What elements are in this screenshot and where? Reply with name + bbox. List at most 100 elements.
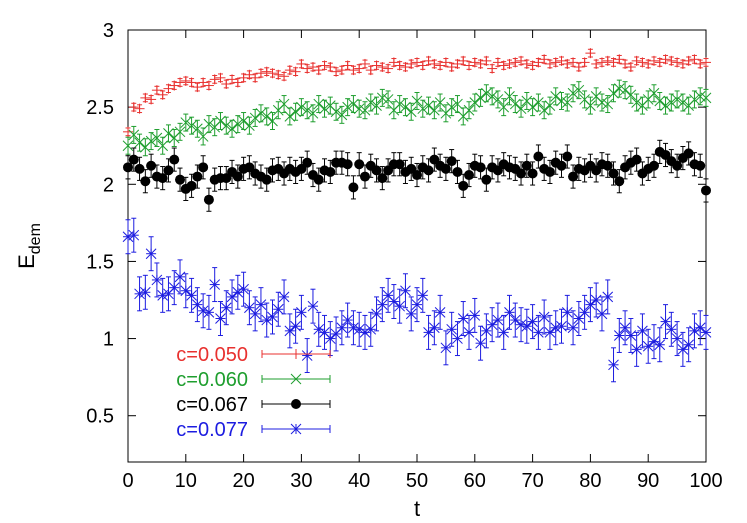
data-point xyxy=(169,154,180,165)
data-point xyxy=(134,137,145,148)
data-point xyxy=(516,55,527,66)
data-point xyxy=(562,151,573,162)
data-point xyxy=(648,55,659,66)
x-tick-label: 30 xyxy=(290,470,312,492)
data-point xyxy=(175,174,186,185)
data-point xyxy=(423,100,434,111)
legend-marker xyxy=(291,349,301,359)
data-point xyxy=(394,60,405,71)
data-point xyxy=(272,303,284,315)
data-point xyxy=(464,60,475,71)
data-point xyxy=(672,57,683,68)
data-point xyxy=(336,65,347,76)
data-point xyxy=(342,159,353,170)
data-point xyxy=(209,279,221,290)
data-point xyxy=(261,111,273,122)
data-point xyxy=(163,165,174,176)
data-point xyxy=(157,173,168,184)
data-point xyxy=(458,180,469,191)
data-point xyxy=(695,160,706,171)
data-point xyxy=(371,60,382,71)
data-point xyxy=(596,308,608,320)
data-point xyxy=(301,104,313,116)
data-point xyxy=(516,168,527,179)
data-point xyxy=(139,286,151,298)
data-point xyxy=(538,311,550,323)
data-point xyxy=(134,163,145,174)
legend: c=0.050 c=0.060 c=0.067 c=0.077 xyxy=(176,344,331,441)
data-point xyxy=(180,117,192,128)
data-point xyxy=(648,160,659,171)
data-point xyxy=(400,101,411,113)
data-point xyxy=(619,322,631,334)
data-point xyxy=(307,300,319,312)
data-point xyxy=(608,57,619,68)
data-point xyxy=(463,104,475,116)
data-point xyxy=(336,322,348,334)
data-point xyxy=(220,302,232,314)
data-point xyxy=(140,92,151,103)
legend-label: c=0.060 xyxy=(176,369,248,391)
y-tick-label: 2.5 xyxy=(86,97,114,119)
x-tick-label: 0 xyxy=(122,470,133,492)
data-point xyxy=(643,58,654,69)
data-point xyxy=(400,62,411,73)
data-point xyxy=(521,320,533,332)
data-point xyxy=(359,171,370,182)
data-point xyxy=(411,299,423,310)
x-tick-label: 90 xyxy=(637,470,659,492)
data-point xyxy=(660,316,671,327)
data-point xyxy=(631,344,642,355)
data-point xyxy=(169,80,180,91)
data-point xyxy=(695,58,706,69)
data-point xyxy=(660,54,671,65)
data-point xyxy=(128,154,139,165)
data-point xyxy=(614,54,625,65)
data-point xyxy=(613,330,625,341)
data-point xyxy=(313,98,325,110)
data-point xyxy=(238,72,249,83)
data-point xyxy=(301,350,313,361)
data-point xyxy=(412,57,422,68)
data-point xyxy=(261,174,272,185)
data-point xyxy=(203,118,215,130)
data-point xyxy=(567,322,579,334)
series-c=0.060 xyxy=(122,79,712,157)
legend-item: c=0.050 xyxy=(176,344,331,366)
data-point xyxy=(388,57,399,68)
data-point xyxy=(487,63,498,74)
data-point xyxy=(284,111,296,122)
x-tick-label: 10 xyxy=(175,470,197,492)
data-point xyxy=(134,103,145,114)
x-tick-label: 70 xyxy=(521,470,543,492)
data-point xyxy=(146,160,157,171)
x-axis-label: t xyxy=(414,496,420,521)
data-point xyxy=(602,55,613,66)
y-axis-label-main: E xyxy=(14,254,39,269)
data-point xyxy=(602,98,614,110)
data-point xyxy=(527,60,538,71)
data-point xyxy=(486,90,498,102)
series-c=0.050 xyxy=(123,48,711,137)
data-point xyxy=(226,123,238,135)
data-point xyxy=(561,97,573,108)
data-point xyxy=(192,123,203,135)
data-point xyxy=(521,160,532,171)
data-point xyxy=(672,160,683,171)
data-point xyxy=(336,109,348,121)
data-point xyxy=(509,314,521,326)
data-point xyxy=(608,359,619,371)
data-point xyxy=(180,75,191,86)
data-point xyxy=(677,97,689,108)
data-point xyxy=(192,171,203,182)
data-point xyxy=(331,66,342,77)
data-point xyxy=(446,62,457,73)
data-point xyxy=(186,180,197,191)
data-point xyxy=(504,58,515,69)
data-point xyxy=(452,166,463,177)
data-point xyxy=(319,60,330,71)
data-point xyxy=(365,323,377,335)
data-point xyxy=(128,229,140,241)
legend-label: c=0.077 xyxy=(176,419,248,441)
